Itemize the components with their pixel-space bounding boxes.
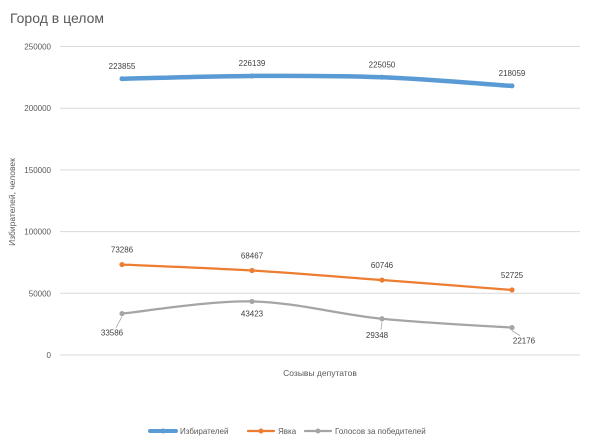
- data-point: [509, 325, 515, 331]
- legend-marker: [258, 428, 264, 434]
- label-leader-line: [115, 316, 123, 328]
- legend-label: Голосов за победителей: [335, 427, 426, 436]
- data-point: [119, 310, 125, 317]
- gridlines: [60, 46, 580, 356]
- legend: Избирателей Явка Голосов за победителей: [148, 427, 426, 436]
- data-label: 22176: [513, 337, 536, 346]
- data-label: 33586: [101, 329, 124, 338]
- data-point: [379, 277, 385, 283]
- data-point: [379, 316, 385, 322]
- data-label: 223855: [109, 62, 136, 71]
- x-axis-label: Созывы депутатов: [283, 368, 357, 378]
- legend-label: Избирателей: [180, 427, 228, 436]
- data-label: 68467: [241, 252, 264, 261]
- y-tick-label: 250000: [24, 43, 51, 52]
- series-group: [119, 73, 515, 331]
- y-tick-label: 150000: [24, 166, 51, 175]
- y-tick-label: 200000: [24, 104, 51, 113]
- data-point: [249, 73, 255, 79]
- y-tick-label: 50000: [29, 289, 52, 298]
- legend-marker: [315, 428, 321, 434]
- data-label: 29348: [366, 331, 389, 340]
- data-label: 226139: [239, 59, 266, 68]
- legend-label: Явка: [278, 427, 297, 436]
- data-point: [509, 83, 515, 89]
- series-line: [120, 300, 514, 329]
- chart-title: Город в целом: [10, 10, 104, 26]
- y-axis-ticks: 0 50000 100000 150000 200000 250000: [24, 43, 51, 361]
- data-label: 73286: [111, 246, 134, 255]
- data-label: 218059: [499, 69, 526, 78]
- label-leader-line: [380, 321, 383, 330]
- data-point: [119, 261, 125, 268]
- y-tick-label: 0: [47, 351, 52, 360]
- data-label: 43423: [241, 309, 264, 318]
- series-line: [119, 73, 515, 89]
- legend-marker: [160, 428, 166, 434]
- y-tick-label: 100000: [24, 228, 51, 237]
- series-line: [120, 263, 514, 292]
- data-point: [249, 298, 255, 305]
- data-point: [119, 76, 125, 82]
- data-labels: 223855 226139 225050 218059 73286 68467 60746 5…: [101, 59, 536, 346]
- y-axis-label: Избирателей, человек: [7, 158, 17, 246]
- data-point: [509, 287, 515, 293]
- data-label: 60746: [371, 261, 394, 270]
- label-leader-line: [511, 330, 521, 336]
- data-point: [249, 267, 255, 274]
- data-point: [379, 74, 385, 80]
- data-label: 52725: [501, 271, 524, 280]
- data-label: 225050: [369, 60, 396, 69]
